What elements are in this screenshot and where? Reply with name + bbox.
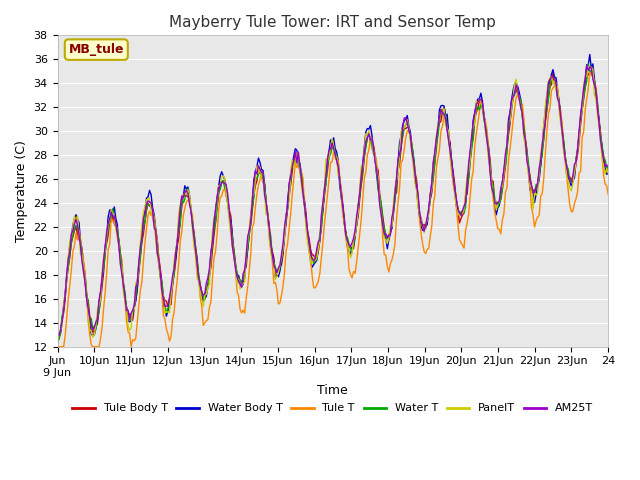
PanelT <box>294 150 302 156</box>
Tule Body T <box>121 296 129 301</box>
AM25T <box>123 308 131 313</box>
Line: Water Body T: Water Body T <box>58 55 608 343</box>
AM25T <box>237 284 245 290</box>
Water Body T <box>236 281 244 287</box>
Line: Tule Body T: Tule Body T <box>58 72 608 339</box>
AM25T <box>55 332 63 338</box>
PanelT <box>218 174 225 180</box>
Tule Body T <box>54 336 61 342</box>
Tule T <box>121 296 129 302</box>
Water Body T <box>586 52 594 58</box>
Tule Body T <box>236 278 244 284</box>
PanelT <box>245 227 253 233</box>
Tule T <box>294 161 302 167</box>
Tule Body T <box>245 227 253 233</box>
AM25T <box>575 128 583 134</box>
AM25T <box>296 163 304 169</box>
PanelT <box>54 337 61 343</box>
PanelT <box>236 286 244 292</box>
PanelT <box>584 64 592 70</box>
AM25T <box>220 180 227 186</box>
Title: Mayberry Tule Tower: IRT and Sensor Temp: Mayberry Tule Tower: IRT and Sensor Temp <box>170 15 496 30</box>
Tule T <box>236 306 244 312</box>
Tule Body T <box>573 152 581 158</box>
Tule Body T <box>218 180 225 185</box>
PanelT <box>121 299 129 305</box>
AM25T <box>54 331 61 336</box>
Water T <box>54 339 61 345</box>
Water T <box>245 231 253 237</box>
PanelT <box>573 148 581 154</box>
Tule Body T <box>294 158 302 164</box>
Water Body T <box>294 156 302 162</box>
Tule Body T <box>604 169 612 175</box>
Water T <box>573 147 581 153</box>
Tule T <box>54 344 61 349</box>
Water Body T <box>604 171 612 177</box>
PanelT <box>604 170 612 176</box>
Water Body T <box>573 147 581 153</box>
Tule T <box>586 69 594 74</box>
Line: PanelT: PanelT <box>58 67 608 340</box>
Tule Body T <box>588 69 595 74</box>
Tule T <box>218 193 225 199</box>
Water T <box>218 180 225 186</box>
Water T <box>121 288 129 294</box>
Water Body T <box>245 232 253 238</box>
Line: Water T: Water T <box>58 64 608 342</box>
AM25T <box>583 63 591 69</box>
AM25T <box>247 217 255 223</box>
AM25T <box>604 164 612 170</box>
Water T <box>604 165 612 171</box>
Tule T <box>604 192 612 197</box>
Water Body T <box>54 340 61 346</box>
Tule T <box>245 267 253 273</box>
Water T <box>294 162 302 168</box>
Line: AM25T: AM25T <box>58 66 608 335</box>
Line: Tule T: Tule T <box>58 72 608 347</box>
Water T <box>584 61 592 67</box>
Y-axis label: Temperature (C): Temperature (C) <box>15 140 28 242</box>
Text: MB_tule: MB_tule <box>68 43 124 56</box>
Water Body T <box>121 298 129 303</box>
X-axis label: Time: Time <box>317 384 348 396</box>
Water Body T <box>218 169 225 175</box>
Water T <box>236 276 244 282</box>
Legend: Tule Body T, Water Body T, Tule T, Water T, PanelT, AM25T: Tule Body T, Water Body T, Tule T, Water… <box>68 399 598 418</box>
Tule T <box>573 189 581 195</box>
